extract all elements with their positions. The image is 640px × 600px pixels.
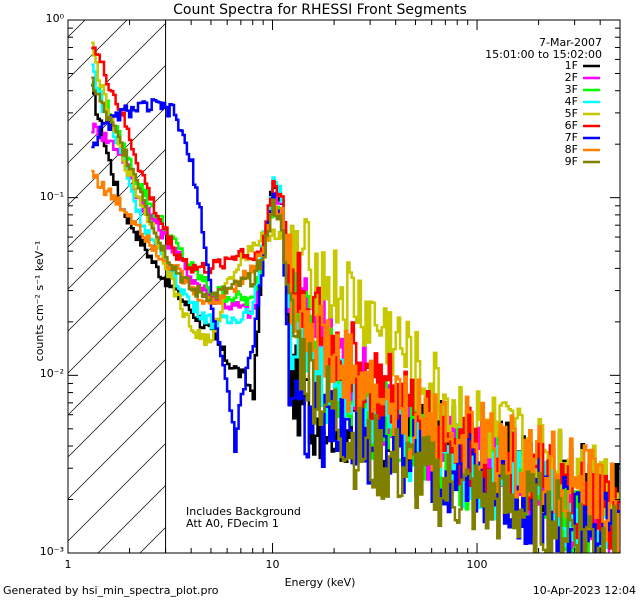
footer-timestamp: 10-Apr-2023 12:04 xyxy=(532,584,636,597)
annotation-background: Includes Background xyxy=(186,505,301,518)
legend-label-6F: 6F xyxy=(564,119,578,132)
legend-date: 7-Mar-2007 xyxy=(539,36,602,49)
series-8F xyxy=(91,169,620,553)
y-tick-label: 10⁻³ xyxy=(39,545,64,558)
plot-frame xyxy=(67,19,621,554)
hatch-line xyxy=(68,20,86,38)
legend-label-4F: 4F xyxy=(564,95,578,108)
legend-label-3F: 3F xyxy=(564,83,578,96)
x-tick-label: 1 xyxy=(64,558,72,571)
hatch-line xyxy=(68,400,166,500)
footer-generated-by: Generated by hsi_min_spectra_plot.pro xyxy=(3,584,219,597)
legend-label-1F: 1F xyxy=(564,59,578,72)
x-axis-label: Energy (keV) xyxy=(284,576,356,589)
y-axis-label: counts cm⁻² s⁻¹ keV⁻¹ xyxy=(33,240,46,362)
y-tick-label: 10⁻¹ xyxy=(39,189,64,203)
legend-label-5F: 5F xyxy=(564,107,578,120)
hatch-line xyxy=(68,22,166,122)
legend-label-7F: 7F xyxy=(564,131,578,144)
x-tick-label: 10 xyxy=(265,558,280,571)
legend-label-9F: 9F xyxy=(564,155,578,168)
hatch-line xyxy=(68,190,166,290)
legend-time-range: 15:01:00 to 15:02:00 xyxy=(485,48,602,61)
legend-label-8F: 8F xyxy=(564,143,578,156)
chart-title: Count Spectra for RHESSI Front Segments xyxy=(173,2,467,18)
series-9F xyxy=(91,76,620,553)
y-tick-label: 10⁰ xyxy=(45,12,64,25)
x-tick-label: 100 xyxy=(466,558,488,571)
y-tick-label: 10⁻² xyxy=(39,367,64,381)
hatch-line xyxy=(68,442,166,542)
annotation-attenuator: Att A0, FDecim 1 xyxy=(186,517,279,530)
hatch-line xyxy=(68,358,166,458)
legend-label-2F: 2F xyxy=(564,71,578,84)
